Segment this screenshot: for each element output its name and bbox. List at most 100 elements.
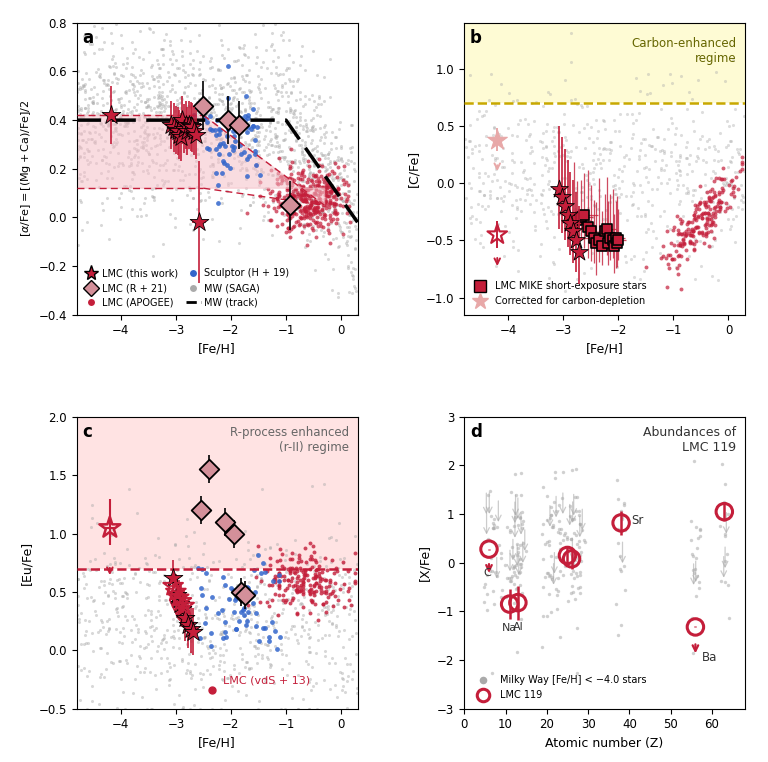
Point — [713, 197, 725, 209]
Point — [320, 179, 333, 191]
Point — [346, 599, 359, 611]
Point — [351, 562, 363, 575]
Point — [144, 142, 157, 154]
Point — [257, 557, 269, 569]
Point — [540, 124, 552, 136]
Point — [519, 171, 531, 184]
Point — [193, 165, 205, 177]
Point — [109, 587, 121, 599]
Point — [184, 101, 197, 113]
Point — [250, 159, 262, 171]
Point — [618, 499, 631, 511]
Point — [707, 190, 720, 203]
Point — [525, 141, 538, 153]
Point — [283, 49, 295, 61]
Point — [102, 119, 114, 131]
Point — [507, 241, 519, 253]
Point — [703, 133, 715, 145]
Point — [270, 88, 283, 101]
Point — [296, 613, 309, 625]
Point — [321, 222, 333, 234]
Point — [106, 578, 118, 590]
Point — [109, 124, 121, 136]
Point — [260, 621, 272, 633]
Point — [303, 587, 316, 599]
Point — [705, 225, 717, 237]
Point — [269, 130, 281, 142]
Point — [678, 226, 690, 239]
Point — [728, 190, 740, 203]
Point — [319, 171, 332, 184]
Point — [294, 196, 306, 208]
Point — [708, 203, 720, 216]
Point — [174, 97, 186, 109]
Point — [82, 145, 94, 157]
Point — [210, 114, 223, 126]
Point — [691, 569, 703, 581]
Point — [508, 94, 520, 107]
Point — [338, 173, 350, 185]
Point — [277, 209, 290, 221]
Point — [262, 652, 274, 664]
Point — [204, 62, 217, 74]
Point — [506, 129, 518, 141]
Point — [217, 136, 230, 149]
Point — [167, 133, 179, 146]
Point — [252, 157, 264, 169]
Point — [228, 606, 240, 618]
Point — [612, 523, 624, 536]
Point — [330, 620, 343, 632]
Point — [508, 178, 521, 190]
Point — [319, 645, 331, 657]
Y-axis label: [Eu/Fe]: [Eu/Fe] — [20, 541, 33, 584]
Point — [174, 131, 187, 143]
Point — [203, 92, 215, 104]
Point — [287, 111, 300, 123]
Point — [674, 250, 687, 262]
Point — [128, 168, 141, 180]
Point — [122, 116, 134, 128]
Point — [78, 46, 91, 58]
Point — [680, 168, 693, 180]
X-axis label: [Fe/H]: [Fe/H] — [198, 343, 236, 356]
Point — [708, 175, 720, 187]
Point — [318, 175, 330, 187]
Point — [103, 577, 115, 589]
Point — [343, 184, 356, 197]
Point — [574, 568, 587, 581]
Point — [134, 203, 147, 216]
Point — [712, 195, 724, 207]
Point — [713, 201, 726, 213]
Point — [723, 439, 735, 451]
Point — [553, 514, 565, 527]
Point — [145, 61, 157, 73]
Point — [537, 99, 549, 111]
Point — [153, 578, 165, 590]
Point — [711, 155, 723, 167]
Point — [649, 155, 661, 167]
Point — [129, 149, 141, 161]
Y-axis label: [X/Fe]: [X/Fe] — [419, 544, 432, 581]
Point — [261, 596, 273, 608]
Point — [558, 107, 570, 120]
Point — [736, 162, 748, 174]
Point — [272, 116, 284, 128]
Point — [270, 192, 283, 204]
Point — [177, 174, 190, 186]
Point — [194, 96, 206, 108]
Point — [100, 663, 112, 675]
Point — [696, 106, 708, 118]
Point — [555, 523, 568, 535]
Point — [180, 668, 192, 680]
Point — [297, 153, 310, 165]
Point — [559, 200, 571, 212]
Point — [677, 179, 689, 191]
Point — [340, 176, 353, 188]
Text: Sr: Sr — [631, 514, 644, 527]
Point — [574, 211, 587, 223]
Point — [160, 636, 172, 648]
Point — [311, 216, 323, 229]
Point — [665, 150, 677, 162]
Point — [591, 132, 603, 144]
Point — [512, 244, 525, 256]
